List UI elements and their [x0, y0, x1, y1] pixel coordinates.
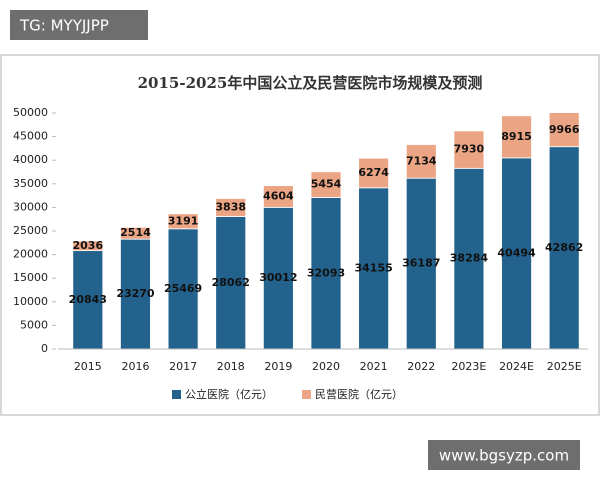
data-label: 7134 — [406, 154, 437, 167]
bar-segment — [72, 250, 104, 349]
bar-segment — [501, 157, 532, 349]
y-tick-label: 5000 — [20, 318, 48, 331]
data-label: 8915 — [501, 130, 532, 143]
data-label: 5454 — [311, 178, 342, 191]
y-tick-label: 35000 — [13, 177, 48, 190]
x-tick-label: 2024E — [499, 360, 534, 373]
bar-segment — [310, 171, 342, 198]
data-label: 30012 — [259, 271, 297, 284]
data-label: 7930 — [454, 143, 485, 156]
bar-segment — [262, 185, 294, 208]
watermark: TG: MYYJJPP — [19, 17, 109, 35]
y-tick-label: 30000 — [13, 200, 48, 213]
y-tick-label: 10000 — [13, 295, 48, 308]
data-label: 4604 — [263, 189, 294, 202]
y-tick-label: 50000 — [13, 106, 48, 119]
bar-segment — [501, 115, 532, 159]
data-label: 3191 — [168, 214, 199, 227]
y-tick-label: 40000 — [13, 153, 48, 166]
watermark-box — [428, 440, 580, 470]
chart-title: 2015-2025年中国公立及民营医院市场规模及预测 — [138, 74, 483, 92]
bar-segment — [453, 130, 485, 169]
x-tick-label: 2018 — [217, 360, 245, 373]
data-label: 42862 — [545, 241, 583, 254]
bar-segment — [215, 216, 247, 349]
y-tick-label: 45000 — [13, 130, 48, 143]
data-label: 23270 — [116, 287, 155, 300]
data-label: 3838 — [215, 200, 246, 213]
data-label: 2036 — [73, 239, 104, 252]
x-tick-label: 2019 — [264, 360, 292, 373]
x-tick-label: 2021 — [360, 360, 388, 373]
y-tick-label: 0 — [41, 342, 48, 355]
data-label: 6274 — [358, 166, 389, 179]
watermark-box — [10, 10, 148, 40]
data-label: 25469 — [164, 282, 202, 295]
x-tick-label: 2020 — [312, 360, 340, 373]
x-tick-label: 2016 — [121, 360, 149, 373]
bar-segment — [262, 206, 294, 349]
data-label: 2514 — [120, 226, 151, 239]
data-label: 28062 — [212, 276, 250, 289]
bars — [72, 113, 580, 349]
data-label: 20843 — [69, 293, 107, 306]
legend-swatch — [172, 390, 181, 399]
y-tick-label: 20000 — [13, 248, 48, 261]
bar-segment — [548, 113, 580, 148]
y-tick-label: 25000 — [13, 224, 48, 237]
bar-segment — [405, 144, 437, 179]
y-tick-label: 15000 — [13, 271, 48, 284]
data-label: 38284 — [450, 252, 489, 265]
bar-segment — [310, 197, 342, 349]
x-tick-label: 2022 — [407, 360, 435, 373]
bar-segment — [358, 157, 390, 189]
bar-segment — [453, 167, 485, 349]
legend-label: 公立医院（亿元） — [185, 387, 273, 401]
bar-segment — [215, 198, 247, 217]
bar-segment — [72, 240, 104, 252]
x-tick-label: 2023E — [451, 360, 486, 373]
data-label: 34155 — [354, 261, 392, 274]
x-tick-label: 2015 — [74, 360, 102, 373]
bar-segment — [358, 187, 390, 349]
bar-segment — [120, 226, 151, 240]
watermark: www.bgsyzp.com — [439, 447, 569, 465]
bar-segment — [405, 177, 437, 349]
legend-label: 民营医院（亿元） — [315, 387, 403, 401]
legend-swatch — [302, 390, 311, 399]
x-tick-label: 2017 — [169, 360, 197, 373]
data-label: 32093 — [307, 266, 345, 279]
chart-panel — [0, 54, 600, 416]
data-label: 40494 — [497, 246, 536, 259]
data-label: 36187 — [402, 257, 440, 270]
bar-segment — [167, 213, 199, 230]
data-label: 9966 — [549, 123, 580, 136]
x-tick-label: 2025E — [547, 360, 582, 373]
